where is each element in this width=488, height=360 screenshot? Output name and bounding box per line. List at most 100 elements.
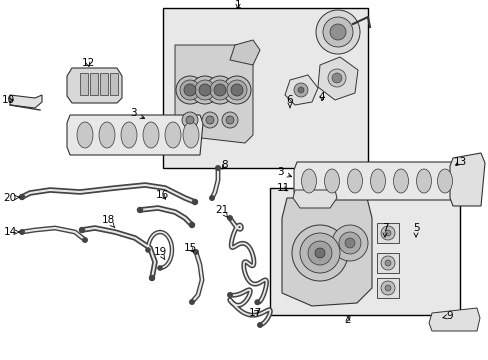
Circle shape [307, 241, 331, 265]
Circle shape [315, 10, 359, 54]
Ellipse shape [183, 122, 199, 148]
Circle shape [137, 207, 142, 212]
Text: 6: 6 [286, 95, 293, 108]
Circle shape [380, 256, 394, 270]
Ellipse shape [370, 169, 385, 193]
Text: 3: 3 [129, 108, 144, 118]
Circle shape [209, 196, 214, 200]
Circle shape [384, 230, 390, 236]
Text: 18: 18 [101, 215, 115, 228]
Text: 13: 13 [452, 157, 466, 167]
Text: 8: 8 [221, 160, 228, 170]
Bar [110, 73, 118, 95]
Ellipse shape [416, 169, 430, 193]
Circle shape [327, 69, 346, 87]
Circle shape [20, 230, 24, 234]
Circle shape [205, 76, 234, 104]
Ellipse shape [121, 122, 137, 148]
Polygon shape [376, 253, 398, 273]
Polygon shape [376, 278, 398, 298]
Text: 12: 12 [81, 58, 95, 68]
Bar [80, 73, 88, 95]
Circle shape [20, 194, 24, 199]
Text: 1: 1 [234, 0, 241, 10]
Circle shape [182, 112, 198, 128]
Ellipse shape [301, 169, 316, 193]
Circle shape [291, 225, 347, 281]
Polygon shape [376, 223, 398, 243]
Circle shape [189, 300, 194, 304]
Circle shape [202, 112, 218, 128]
Circle shape [384, 260, 390, 266]
Ellipse shape [164, 122, 181, 148]
Text: 15: 15 [183, 243, 196, 253]
Text: 4: 4 [318, 92, 325, 102]
Circle shape [299, 233, 339, 273]
Text: 5: 5 [412, 223, 418, 237]
Circle shape [185, 116, 194, 124]
Circle shape [195, 80, 215, 100]
Circle shape [158, 266, 162, 270]
Text: 20: 20 [3, 193, 20, 203]
Text: 9: 9 [442, 311, 452, 321]
Polygon shape [317, 57, 357, 100]
Circle shape [214, 84, 225, 96]
Polygon shape [229, 40, 260, 65]
Text: 17: 17 [248, 308, 261, 318]
Circle shape [331, 73, 341, 83]
Ellipse shape [393, 169, 407, 193]
Circle shape [297, 87, 304, 93]
Polygon shape [67, 68, 122, 103]
Bar [100, 73, 108, 95]
Circle shape [180, 80, 200, 100]
Circle shape [189, 222, 194, 228]
Circle shape [384, 285, 390, 291]
Circle shape [183, 84, 196, 96]
Circle shape [205, 116, 214, 124]
Ellipse shape [347, 169, 362, 193]
Circle shape [380, 281, 394, 295]
Circle shape [345, 238, 354, 248]
Circle shape [323, 17, 352, 47]
Text: 11: 11 [276, 183, 289, 193]
Text: 21: 21 [215, 205, 228, 218]
Circle shape [314, 248, 325, 258]
Circle shape [255, 300, 259, 305]
Text: 10: 10 [1, 95, 15, 105]
Circle shape [191, 76, 219, 104]
Circle shape [80, 228, 84, 233]
Circle shape [331, 225, 367, 261]
Circle shape [227, 293, 232, 297]
Polygon shape [67, 115, 203, 155]
Circle shape [380, 226, 394, 240]
Ellipse shape [437, 169, 451, 193]
Ellipse shape [77, 122, 93, 148]
Bar [90, 73, 98, 95]
Circle shape [215, 166, 220, 170]
Polygon shape [292, 190, 336, 208]
Text: 14: 14 [3, 227, 20, 237]
Ellipse shape [99, 122, 115, 148]
Text: 2: 2 [344, 315, 350, 325]
Circle shape [199, 84, 210, 96]
Bar [269, 188, 459, 315]
Polygon shape [293, 162, 454, 200]
Circle shape [227, 216, 232, 220]
Circle shape [209, 80, 229, 100]
Polygon shape [10, 95, 42, 108]
Circle shape [257, 323, 262, 327]
Text: 7: 7 [381, 223, 387, 237]
Circle shape [329, 24, 346, 40]
Ellipse shape [324, 169, 339, 193]
Circle shape [293, 83, 307, 97]
Circle shape [176, 76, 203, 104]
Circle shape [338, 232, 360, 254]
Circle shape [82, 238, 87, 242]
Polygon shape [175, 45, 252, 143]
Circle shape [149, 275, 154, 280]
Polygon shape [449, 153, 484, 206]
Circle shape [230, 84, 243, 96]
Circle shape [225, 116, 234, 124]
Circle shape [223, 76, 250, 104]
Text: 19: 19 [153, 247, 166, 260]
